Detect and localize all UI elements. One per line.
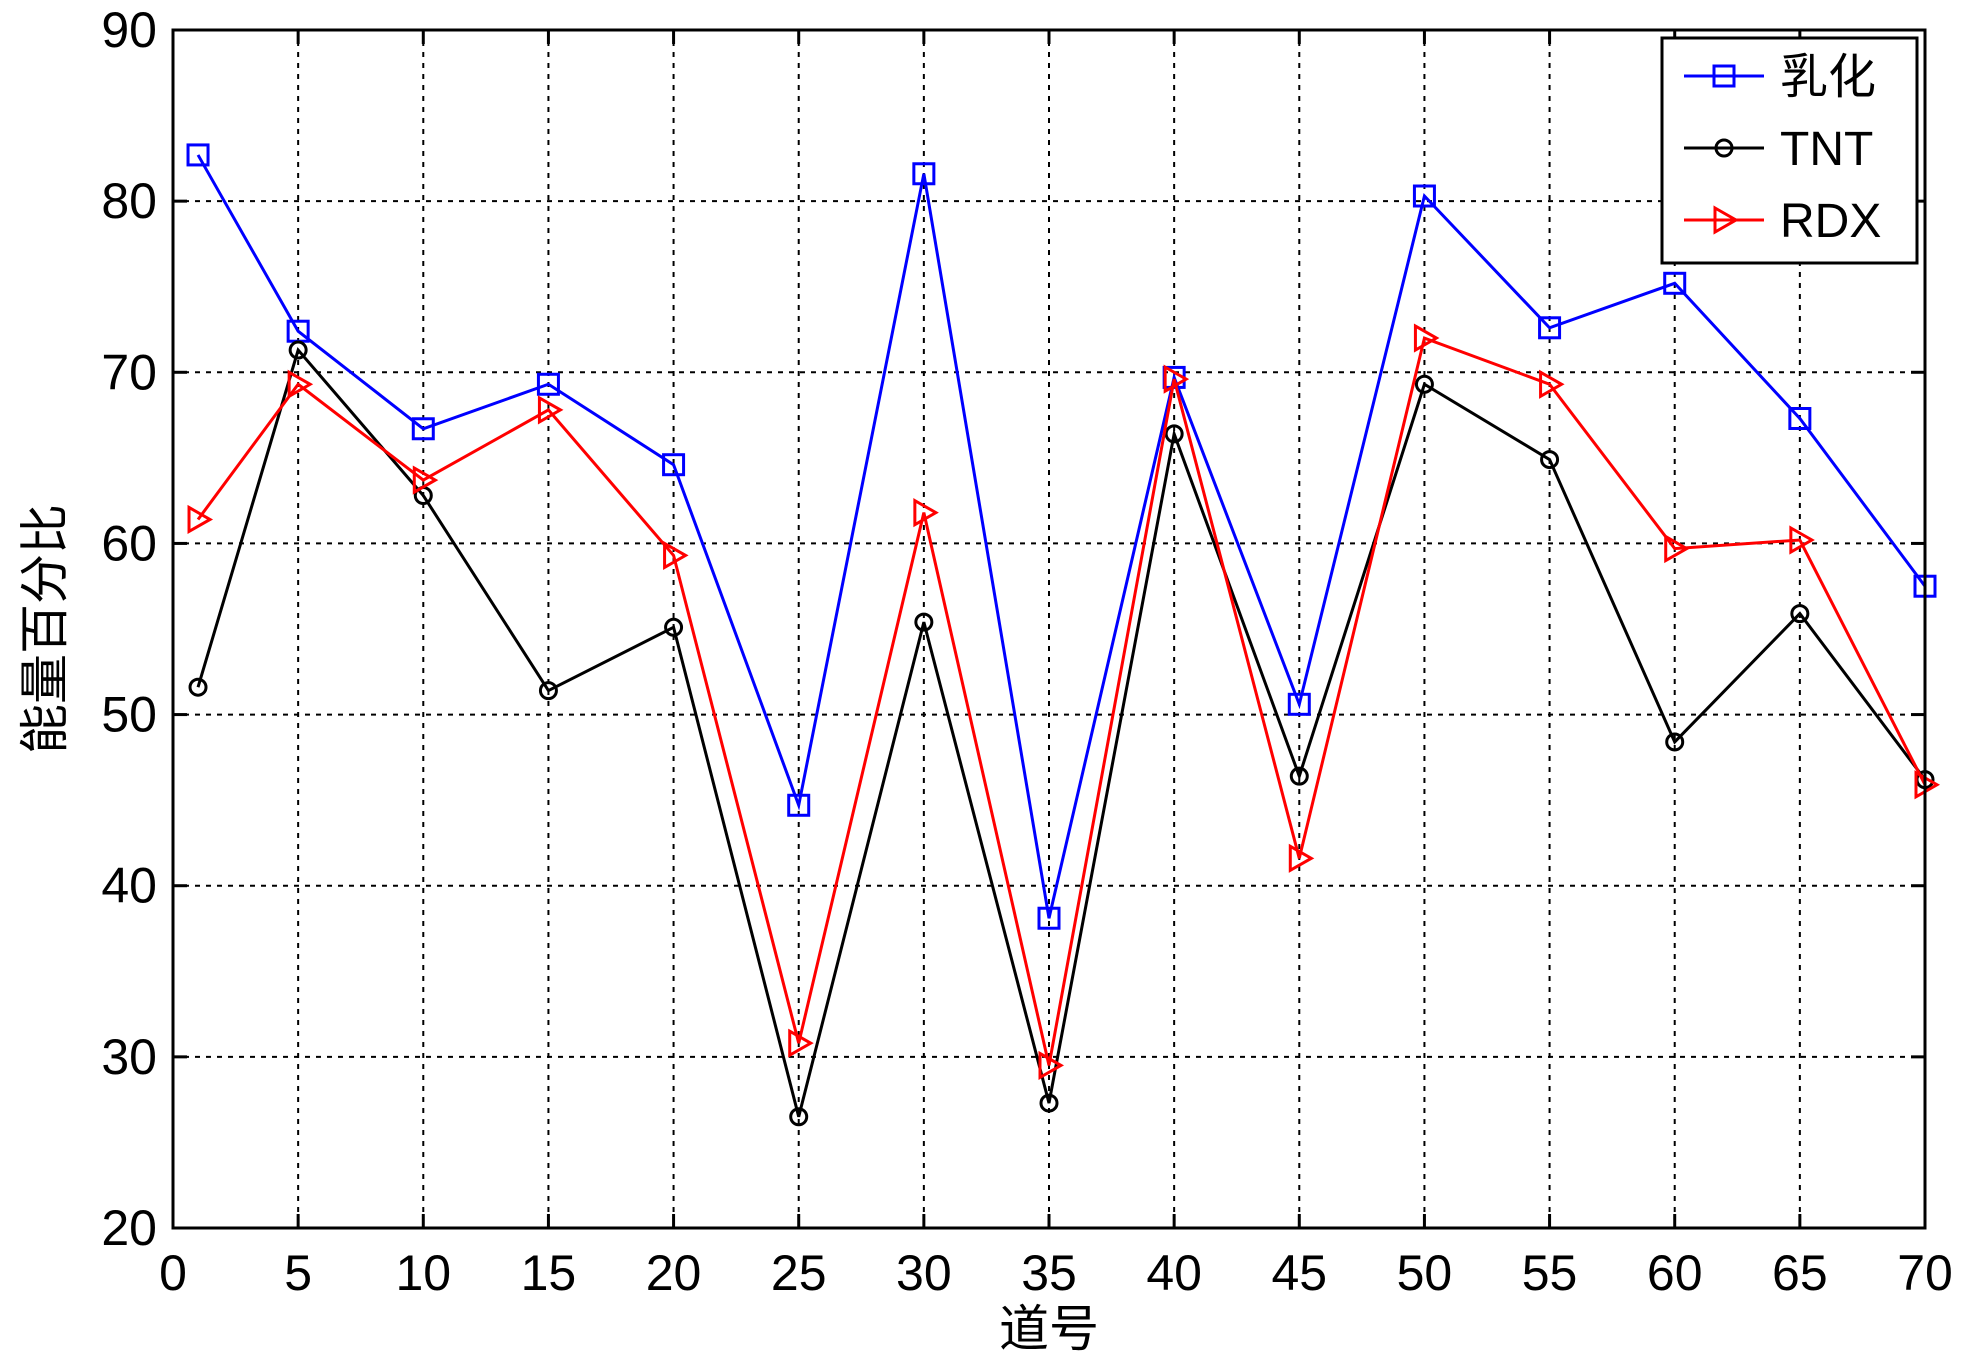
x-tick-label: 15 [521,1245,577,1301]
x-tick-label: 40 [1146,1245,1202,1301]
data-point [1663,271,1687,295]
x-tick-label: 50 [1397,1245,1453,1301]
y-tick-label: 40 [101,858,157,914]
x-tick-label: 25 [771,1245,827,1301]
x-tick-label: 20 [646,1245,702,1301]
legend: 乳化 TNT RDX [1660,36,1919,265]
series-line [196,154,1927,919]
data-point [789,1107,809,1127]
data-point [538,681,558,701]
y-tick-label: 30 [101,1029,157,1085]
data-point [186,143,210,167]
legend-marker [1712,64,1736,88]
data-point [1288,843,1315,873]
x-tick-label: 60 [1647,1245,1703,1301]
y-axis-label: 能量百分比 [17,504,73,754]
series-line [196,336,1927,1066]
data-point [1414,374,1434,394]
x-tick-label: 5 [284,1245,312,1301]
data-point [914,612,934,632]
legend-item: TNT [1684,123,1873,176]
data-point [787,793,811,817]
data-point [1665,732,1685,752]
data-point [288,340,308,360]
x-tick-label: 45 [1271,1245,1327,1301]
x-tick-label: 10 [395,1245,451,1301]
legend-item: RDX [1684,195,1881,248]
data-point [1164,424,1184,444]
legend-marker [1713,205,1740,235]
data-point [1039,1093,1059,1113]
legend-marker [1714,138,1734,158]
data-point [1413,323,1440,353]
series-line [196,346,1927,1118]
legend-item: 乳化 [1684,51,1876,104]
data-point [287,369,314,399]
data-point [662,453,686,477]
series-2 [188,340,1935,1127]
y-tick-label: 90 [101,2,157,58]
data-point [1412,184,1436,208]
legend-label: 乳化 [1780,51,1876,104]
ticks: 0 5 10 15 20 25 30 35 40 45 50 55 60 65 70 20 30 40 50 60 70… [101,2,1952,1301]
data-point [411,417,435,441]
data-point [1037,906,1061,930]
data-point [663,540,689,570]
data-point [1163,364,1190,394]
data-point [187,504,214,535]
data-point [1287,692,1311,716]
data-point [1038,1050,1065,1080]
data-point [1790,604,1810,624]
data-point [1539,369,1565,399]
data-point [788,1028,814,1058]
series-3 [187,323,1941,1080]
data-point [1789,525,1815,555]
data-point [664,617,684,637]
y-tick-label: 70 [101,344,157,400]
legend-label: RDX [1780,195,1881,248]
x-tick-label: 55 [1522,1245,1578,1301]
x-tick-label: 70 [1897,1245,1953,1301]
data-point [913,498,939,528]
data-point [537,395,564,425]
x-tick-label: 30 [896,1245,952,1301]
grid [173,30,1925,1228]
x-tick-label: 35 [1021,1245,1077,1301]
y-tick-label: 50 [101,687,157,743]
y-tick-label: 20 [101,1200,157,1256]
legend-label: TNT [1780,123,1873,176]
data-point [188,677,208,697]
series-layer [186,143,1941,1127]
x-axis-label: 道号 [999,1301,1099,1357]
data-point [1664,533,1690,564]
y-tick-label: 80 [101,173,157,229]
data-point [1289,766,1309,786]
x-tick-label: 0 [159,1245,187,1301]
data-point [412,465,439,495]
data-point [1788,406,1812,430]
series-1 [186,143,1937,930]
data-point [1540,450,1560,470]
data-point [1538,316,1562,340]
y-tick-label: 60 [101,515,157,571]
x-tick-label: 65 [1772,1245,1828,1301]
data-point [912,162,936,186]
data-point [536,372,560,396]
